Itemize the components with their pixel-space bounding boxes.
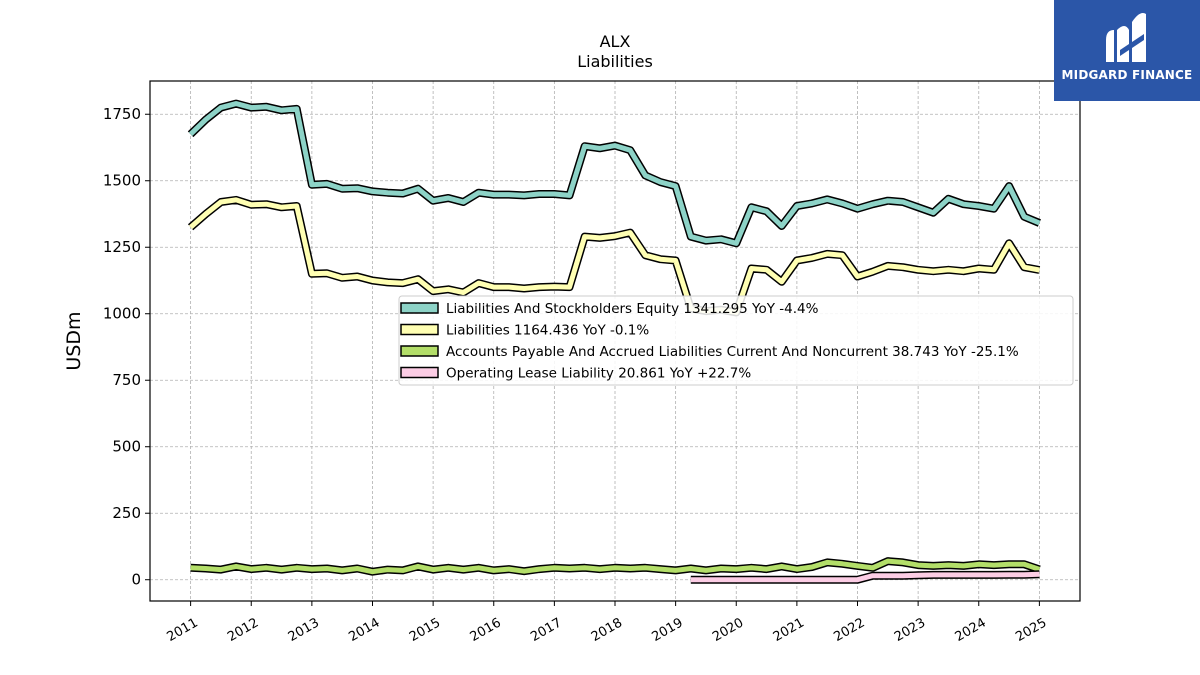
y-tick-label: 250 [112, 504, 141, 522]
legend-label: Accounts Payable And Accrued Liabilities… [446, 344, 1019, 360]
y-tick-label: 1750 [103, 105, 141, 123]
legend-label: Operating Lease Liability 20.861 YoY +22… [446, 366, 751, 382]
brand-logo: MIDGARD FINANCE [1054, 0, 1200, 101]
y-tick-label: 1500 [103, 172, 141, 190]
x-tick-label: 2012 [225, 615, 261, 645]
series-line [188, 197, 1040, 315]
x-tick-label: 2023 [892, 615, 928, 645]
x-axis: 2011 2012 2013 2014 2015 2016 2017 2018 2019 2020… [164, 601, 1049, 645]
chart-subtitle: Liabilities [577, 52, 653, 71]
legend-label: Liabilities 1164.436 YoY -0.1% [446, 323, 649, 339]
x-tick-label: 2024 [953, 615, 989, 645]
x-tick-label: 2025 [1013, 615, 1049, 645]
series-2 [190, 557, 1041, 576]
legend-box [398, 295, 1074, 386]
legend-swatch [400, 366, 439, 379]
series-layer [187, 99, 1041, 584]
x-tick-label: 2019 [649, 615, 685, 645]
x-tick-label: 2014 [346, 615, 382, 645]
y-axis-label: USDm [63, 311, 85, 370]
legend: Liabilities And Stockholders Equity 1341… [398, 295, 1074, 386]
x-tick-label: 2015 [407, 615, 443, 645]
series-line [188, 101, 1041, 246]
x-tick-label: 2016 [468, 615, 504, 645]
y-tick-label: 0 [131, 571, 141, 589]
series-3 [690, 570, 1040, 584]
midgard-m-logo-icon [1106, 13, 1146, 62]
x-tick-label: 2021 [771, 615, 807, 645]
y-axis: 0 250 500 750 1000 1250 1500 1750 [103, 105, 150, 589]
y-tick-label: 1250 [103, 238, 141, 256]
brand-name: MIDGARD FINANCE [1061, 68, 1193, 82]
x-tick-label: 2022 [831, 615, 867, 645]
series-line [190, 558, 1041, 575]
x-tick-label: 2017 [528, 615, 564, 645]
series-line [690, 571, 1040, 583]
x-tick-label: 2018 [589, 615, 625, 645]
series-0 [187, 99, 1041, 248]
y-tick-label: 1000 [103, 305, 141, 323]
y-tick-label: 750 [112, 371, 141, 389]
legend-swatch [400, 345, 439, 357]
chart-title: ALX [600, 32, 631, 51]
x-tick-label: 2013 [286, 615, 322, 645]
series-1 [187, 195, 1041, 317]
legend-swatch [400, 302, 439, 314]
x-tick-label: 2011 [164, 615, 200, 645]
legend-swatch [400, 323, 439, 336]
y-tick-label: 500 [112, 438, 141, 456]
x-tick-label: 2020 [710, 615, 746, 645]
legend-label: Liabilities And Stockholders Equity 1341… [446, 301, 819, 317]
